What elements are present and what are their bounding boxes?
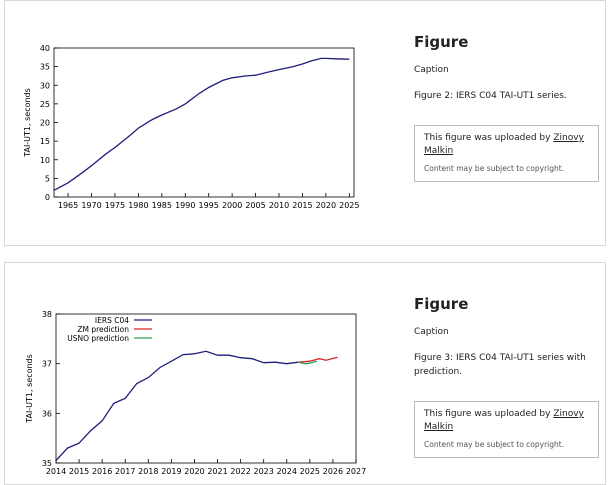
x-tick-label: 2017 [115, 467, 135, 476]
x-tick-label: 2014 [46, 467, 66, 476]
caption-label: Caption [414, 65, 449, 75]
x-tick-label: 1975 [105, 201, 125, 210]
copyright-note: Content may be subject to copyright. [424, 440, 565, 449]
plot-frame [53, 47, 355, 198]
x-tick-label: 1995 [199, 201, 219, 210]
y-tick-label: 38 [42, 310, 52, 319]
copyright-note: Content may be subject to copyright. [424, 164, 565, 173]
y-tick-label: 36 [42, 409, 52, 418]
x-tick-label: 2026 [323, 467, 343, 476]
x-tick-label: 2018 [138, 467, 158, 476]
y-tick-label: 20 [40, 119, 50, 128]
figure-card: 35 36 37 38 2014 2015 2016 2017 2018 2019 2020 2021… [4, 262, 606, 485]
line [55, 350, 299, 461]
x-tick-label: 2019 [161, 467, 181, 476]
x-tick-label: 2023 [254, 467, 274, 476]
y-axis-label: TAI-UT1, seconds [25, 354, 34, 424]
x-tick-label: 2027 [346, 467, 366, 476]
x-tick-label: 2015 [69, 467, 89, 476]
line [298, 356, 338, 363]
x-tick-label: 1980 [128, 201, 148, 210]
author-link[interactable]: Zinovy Malkin [424, 133, 584, 156]
line [298, 360, 317, 365]
legend-label: ZM prediction [77, 325, 129, 334]
x-tick-label: 2025 [339, 201, 359, 210]
x-tick-label: 2010 [269, 201, 289, 210]
heading: Figure [414, 295, 469, 313]
author-link[interactable]: Zinovy Malkin [424, 409, 584, 432]
plot-frame [55, 313, 357, 464]
x-tick-label: 2000 [222, 201, 242, 210]
x-tick-label: 2025 [300, 467, 320, 476]
y-tick-label: 25 [40, 100, 50, 109]
y-tick-label: 37 [42, 360, 52, 369]
x-tick-label: 2020 [184, 467, 204, 476]
caption: Figure 3: IERS C04 TAI-UT1 series with p… [414, 353, 586, 377]
upload-notice: This figure was uploaded by Zinovy Malki… [414, 401, 599, 458]
y-tick-label: 35 [40, 63, 50, 72]
chart: 35 36 37 38 2014 2015 2016 2017 2018 2019 2020 2021… [25, 310, 366, 476]
figure-info: Figure Caption Figure 2: IERS C04 TAI-UT… [414, 1, 599, 182]
x-tick-label: 1970 [81, 201, 101, 210]
x-tick-label: 2015 [292, 201, 312, 210]
x-tick-label: 1990 [175, 201, 195, 210]
caption-label: Caption [414, 327, 449, 337]
caption: Figure 2: IERS C04 TAI-UT1 series. [414, 91, 567, 101]
y-tick-label: 35 [42, 459, 52, 468]
figure-info: Figure Caption Figure 3: IERS C04 TAI-UT… [414, 263, 599, 458]
notice-text: This figure was uploaded by [424, 409, 551, 419]
x-tick-label: 2020 [316, 201, 336, 210]
x-tick-label: 1965 [58, 201, 78, 210]
y-tick-label: 15 [40, 137, 50, 146]
y-tick-label: 30 [40, 81, 50, 90]
x-tick-label: 1985 [152, 201, 172, 210]
heading: Figure [414, 33, 469, 51]
y-tick-label: 10 [40, 156, 50, 165]
line [53, 57, 350, 191]
upload-notice: This figure was uploaded by Zinovy Malki… [414, 125, 599, 182]
x-tick-label: 2016 [92, 467, 112, 476]
x-tick-label: 2021 [207, 467, 227, 476]
figure-card: 0 5 10 15 20 25 30 35 40 1965 1970 1975 1980 1985 1990… [4, 0, 606, 246]
legend-label: USNO prediction [67, 334, 129, 343]
notice-text: This figure was uploaded by [424, 133, 551, 143]
legend-label: IERS C04 [95, 316, 129, 325]
x-tick-label: 2024 [277, 467, 297, 476]
y-tick-label: 0 [45, 193, 50, 202]
x-tick-label: 2005 [245, 201, 265, 210]
y-axis-label: TAI-UT1, seconds [23, 88, 32, 158]
y-tick-label: 5 [45, 174, 50, 183]
y-tick-label: 40 [40, 44, 50, 53]
x-tick-label: 2022 [230, 467, 250, 476]
